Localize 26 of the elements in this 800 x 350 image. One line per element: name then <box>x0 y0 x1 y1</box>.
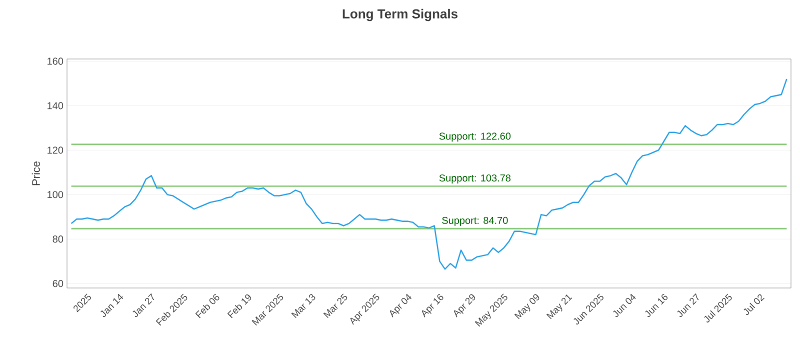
y-tick-label: 100 <box>48 191 64 198</box>
x-tick-label: Apr 29 <box>454 294 476 318</box>
x-tick-label: Feb 19 <box>227 294 252 318</box>
x-tick-label: Feb 06 <box>195 294 220 318</box>
y-tick-label: 120 <box>48 146 64 154</box>
ref-line-label: Support: 103.78 <box>439 174 511 184</box>
y-axis-title: Price <box>32 161 40 186</box>
x-tick-label: Jul 02 <box>744 294 765 315</box>
chart-title: Long Term Signals <box>342 8 458 22</box>
x-tick-label: Jan 27 <box>132 293 154 318</box>
x-tick-label: Jun 16 <box>645 294 668 318</box>
x-tick-label: Apr 04 <box>390 294 412 318</box>
x-tick-label: Apr 16 <box>422 294 444 318</box>
y-tick-label: 80 <box>52 236 64 243</box>
y-tick-label: 140 <box>48 102 64 110</box>
y-tick-label: 60 <box>52 280 64 288</box>
ref-line-label: Support: 122.60 <box>439 132 511 142</box>
x-tick-label: Jan 14 <box>100 294 124 317</box>
x-tick-label: Mar 13 <box>291 294 316 318</box>
x-tick-label: May 09 <box>514 294 540 320</box>
x-tick-label: Jun 27 <box>677 293 699 318</box>
x-tick-label: Jun 04 <box>613 294 636 318</box>
x-tick-label: Mar 25 <box>323 294 348 318</box>
y-tick-label: 160 <box>48 58 64 65</box>
ref-line-label: Support: 84.70 <box>442 216 508 226</box>
x-tick-label: May 21 <box>546 294 572 320</box>
